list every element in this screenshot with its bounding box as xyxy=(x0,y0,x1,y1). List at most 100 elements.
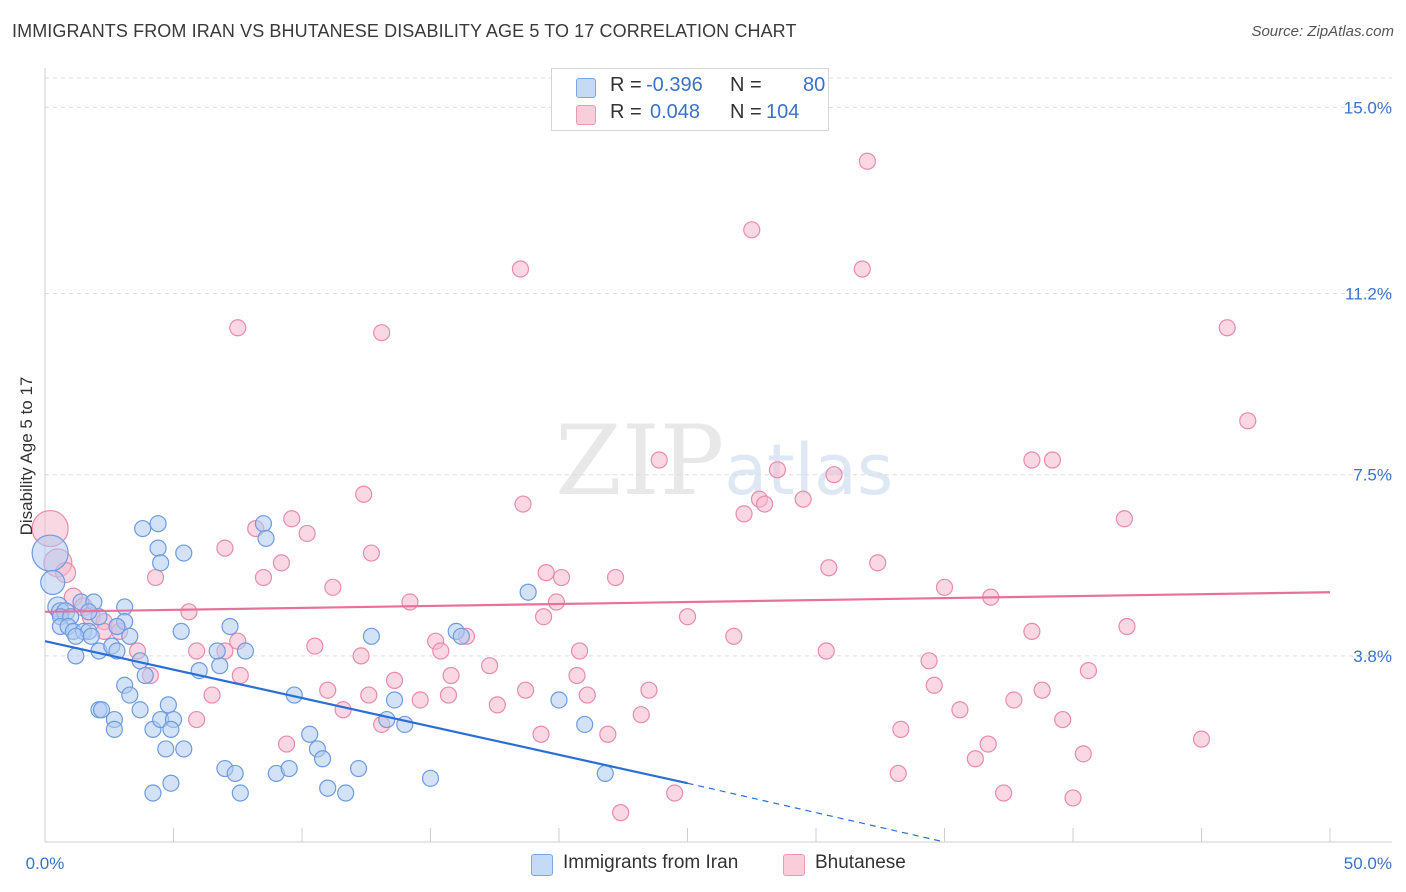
iran-point xyxy=(211,657,229,675)
iran-point xyxy=(172,622,190,641)
iran-point xyxy=(319,779,337,797)
bhutanese-point xyxy=(920,652,938,670)
iran-point xyxy=(121,686,139,704)
watermark-zip: ZIP xyxy=(555,405,725,517)
iran-point xyxy=(280,759,298,778)
bhutanese-point xyxy=(385,671,404,689)
bhutanese-point xyxy=(324,578,342,596)
bhutanese-point xyxy=(817,642,835,660)
bhutanese-point xyxy=(1118,617,1136,636)
bottom-legend-swatch-iran xyxy=(531,854,553,876)
iran-point xyxy=(175,740,193,758)
bhutanese-point xyxy=(820,559,838,577)
source-label: Source: ZipAtlas.com xyxy=(1251,23,1394,40)
iran-point xyxy=(236,642,255,660)
iran-point xyxy=(144,784,162,802)
bhutanese-point xyxy=(360,686,378,704)
iran-point xyxy=(550,691,568,709)
iran-point xyxy=(337,784,355,802)
bhutanese-point xyxy=(254,568,273,587)
bhutanese-point xyxy=(1074,745,1092,763)
bhutanese-point xyxy=(1033,681,1051,699)
iran-point xyxy=(136,666,154,685)
iran-point xyxy=(362,627,380,645)
bhutanese-point xyxy=(1239,412,1257,430)
bhutanese-point xyxy=(869,554,887,572)
bottom-legend-label-iran: Immigrants from Iran xyxy=(563,852,739,873)
iran-point xyxy=(116,598,134,616)
bhutanese-point xyxy=(678,608,697,626)
legend-n-label: N = xyxy=(730,74,762,96)
bhutanese-point xyxy=(306,637,324,655)
bhutanese-point xyxy=(439,686,458,704)
iran-point xyxy=(378,710,396,729)
bhutanese-point xyxy=(319,681,337,699)
bhutanese-point xyxy=(283,510,301,528)
iran-point xyxy=(162,774,180,792)
legend-swatch-iran xyxy=(576,78,596,98)
iran-point xyxy=(349,759,368,778)
legend-r-value-bhutanese: 0.048 xyxy=(650,101,701,123)
iran-point xyxy=(149,539,167,557)
iran-point xyxy=(131,701,149,719)
iran-point xyxy=(134,519,152,538)
bhutanese-point xyxy=(650,451,668,469)
bhutanese-point xyxy=(216,539,234,557)
bhutanese-point xyxy=(411,691,429,709)
bottom-legend-label-bhutanese: Bhutanese xyxy=(815,852,906,873)
iran-point xyxy=(254,515,273,533)
bhutanese-point xyxy=(1115,510,1134,528)
bhutanese-point xyxy=(858,152,877,170)
bhutanese-point xyxy=(925,676,943,694)
bhutanese-point xyxy=(1043,451,1062,469)
bhutanese-point xyxy=(534,608,553,626)
correlation-legend: R = -0.396 N = 80 R = 0.048 N = 104 xyxy=(551,68,829,131)
legend-r-value-iran: -0.396 xyxy=(646,74,703,96)
legend-swatch-bhutanese xyxy=(576,105,596,125)
bhutanese-point xyxy=(188,710,206,729)
bhutanese-point xyxy=(188,642,206,660)
bhutanese-point xyxy=(794,490,812,508)
iran-point xyxy=(421,769,440,787)
bhutanese-point xyxy=(231,666,249,685)
bhutanese-point xyxy=(1023,451,1041,469)
iran-point xyxy=(596,764,614,783)
bhutanese-point xyxy=(537,564,555,582)
iran-point xyxy=(221,617,239,636)
bhutanese-point xyxy=(1218,319,1236,337)
iran-point xyxy=(385,691,404,709)
bhutanese-point xyxy=(768,461,787,479)
y-tick-label: 7.5% xyxy=(1353,466,1392,485)
bhutanese-point xyxy=(298,524,316,543)
iran-point xyxy=(67,627,85,645)
iran-point xyxy=(452,627,470,645)
iran-point xyxy=(519,583,537,601)
bhutanese-point xyxy=(488,696,506,714)
bhutanese-point xyxy=(951,701,969,719)
iran-point xyxy=(121,627,139,645)
iran-point xyxy=(231,784,249,802)
bhutanese-point xyxy=(599,725,617,743)
bhutanese-point xyxy=(352,647,370,665)
bhutanese-point xyxy=(755,495,774,513)
bhutanese-point xyxy=(966,750,984,768)
y-axis-label: Disability Age 5 to 17 xyxy=(17,376,36,536)
x-tick-label: 50.0% xyxy=(1344,854,1392,873)
iran-point xyxy=(92,701,111,719)
iran-point xyxy=(301,725,319,743)
bhutanese-point xyxy=(547,593,566,611)
bhutanese-point xyxy=(853,260,871,278)
bhutanese-point xyxy=(1079,661,1098,680)
iran-point xyxy=(40,569,66,596)
bhutanese-point xyxy=(1054,710,1072,729)
iran-point xyxy=(31,534,69,572)
bhutanese-point xyxy=(481,657,499,675)
bhutanese-point xyxy=(640,681,658,699)
bhutanese-point xyxy=(532,725,550,743)
bhutanese-point xyxy=(825,466,843,484)
y-tick-label: 3.8% xyxy=(1353,647,1392,666)
iran-point xyxy=(108,642,126,660)
bhutanese-point xyxy=(514,495,532,513)
bhutanese-point xyxy=(612,804,630,822)
